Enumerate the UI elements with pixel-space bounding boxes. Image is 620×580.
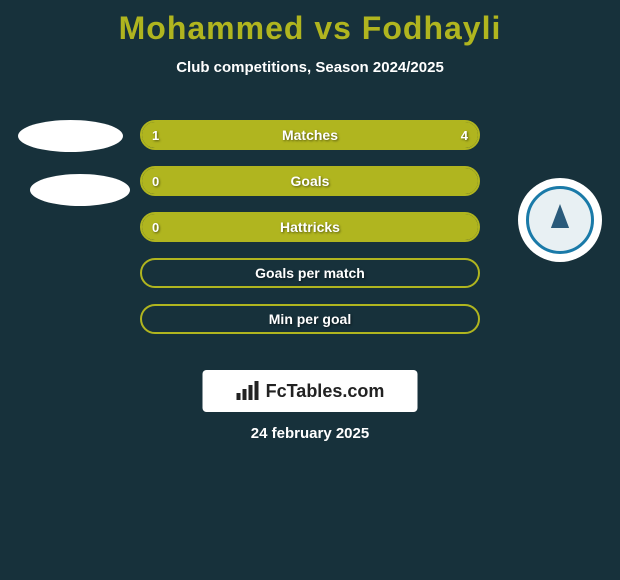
club-logo-ring (526, 186, 594, 254)
sail-icon (547, 204, 573, 236)
player1-avatar-placeholder (18, 120, 123, 152)
stat-label: Min per goal (142, 306, 478, 332)
stat-bars: 1 Matches 4 0 Goals 0 Hattricks Goals pe… (140, 120, 480, 350)
player2-club-logo (518, 178, 602, 262)
stat-row-hattricks: 0 Hattricks (140, 212, 480, 242)
stat-row-matches: 1 Matches 4 (140, 120, 480, 150)
source-brand: FcTables.com (203, 370, 418, 412)
stat-label: Goals (142, 168, 478, 194)
comparison-title: Mohammed vs Fodhayli (0, 0, 620, 47)
stat-row-goals: 0 Goals (140, 166, 480, 196)
stat-value-right: 4 (461, 122, 468, 148)
stat-label: Matches (142, 122, 478, 148)
player1-club-placeholder (30, 174, 130, 206)
comparison-subtitle: Club competitions, Season 2024/2025 (0, 59, 620, 76)
bars-icon (236, 381, 260, 401)
stat-label: Goals per match (142, 260, 478, 286)
stat-label: Hattricks (142, 214, 478, 240)
stat-row-min-per-goal: Min per goal (140, 304, 480, 334)
snapshot-date: 24 february 2025 (10, 425, 610, 442)
brand-text: FcTables.com (266, 381, 385, 402)
stat-row-goals-per-match: Goals per match (140, 258, 480, 288)
